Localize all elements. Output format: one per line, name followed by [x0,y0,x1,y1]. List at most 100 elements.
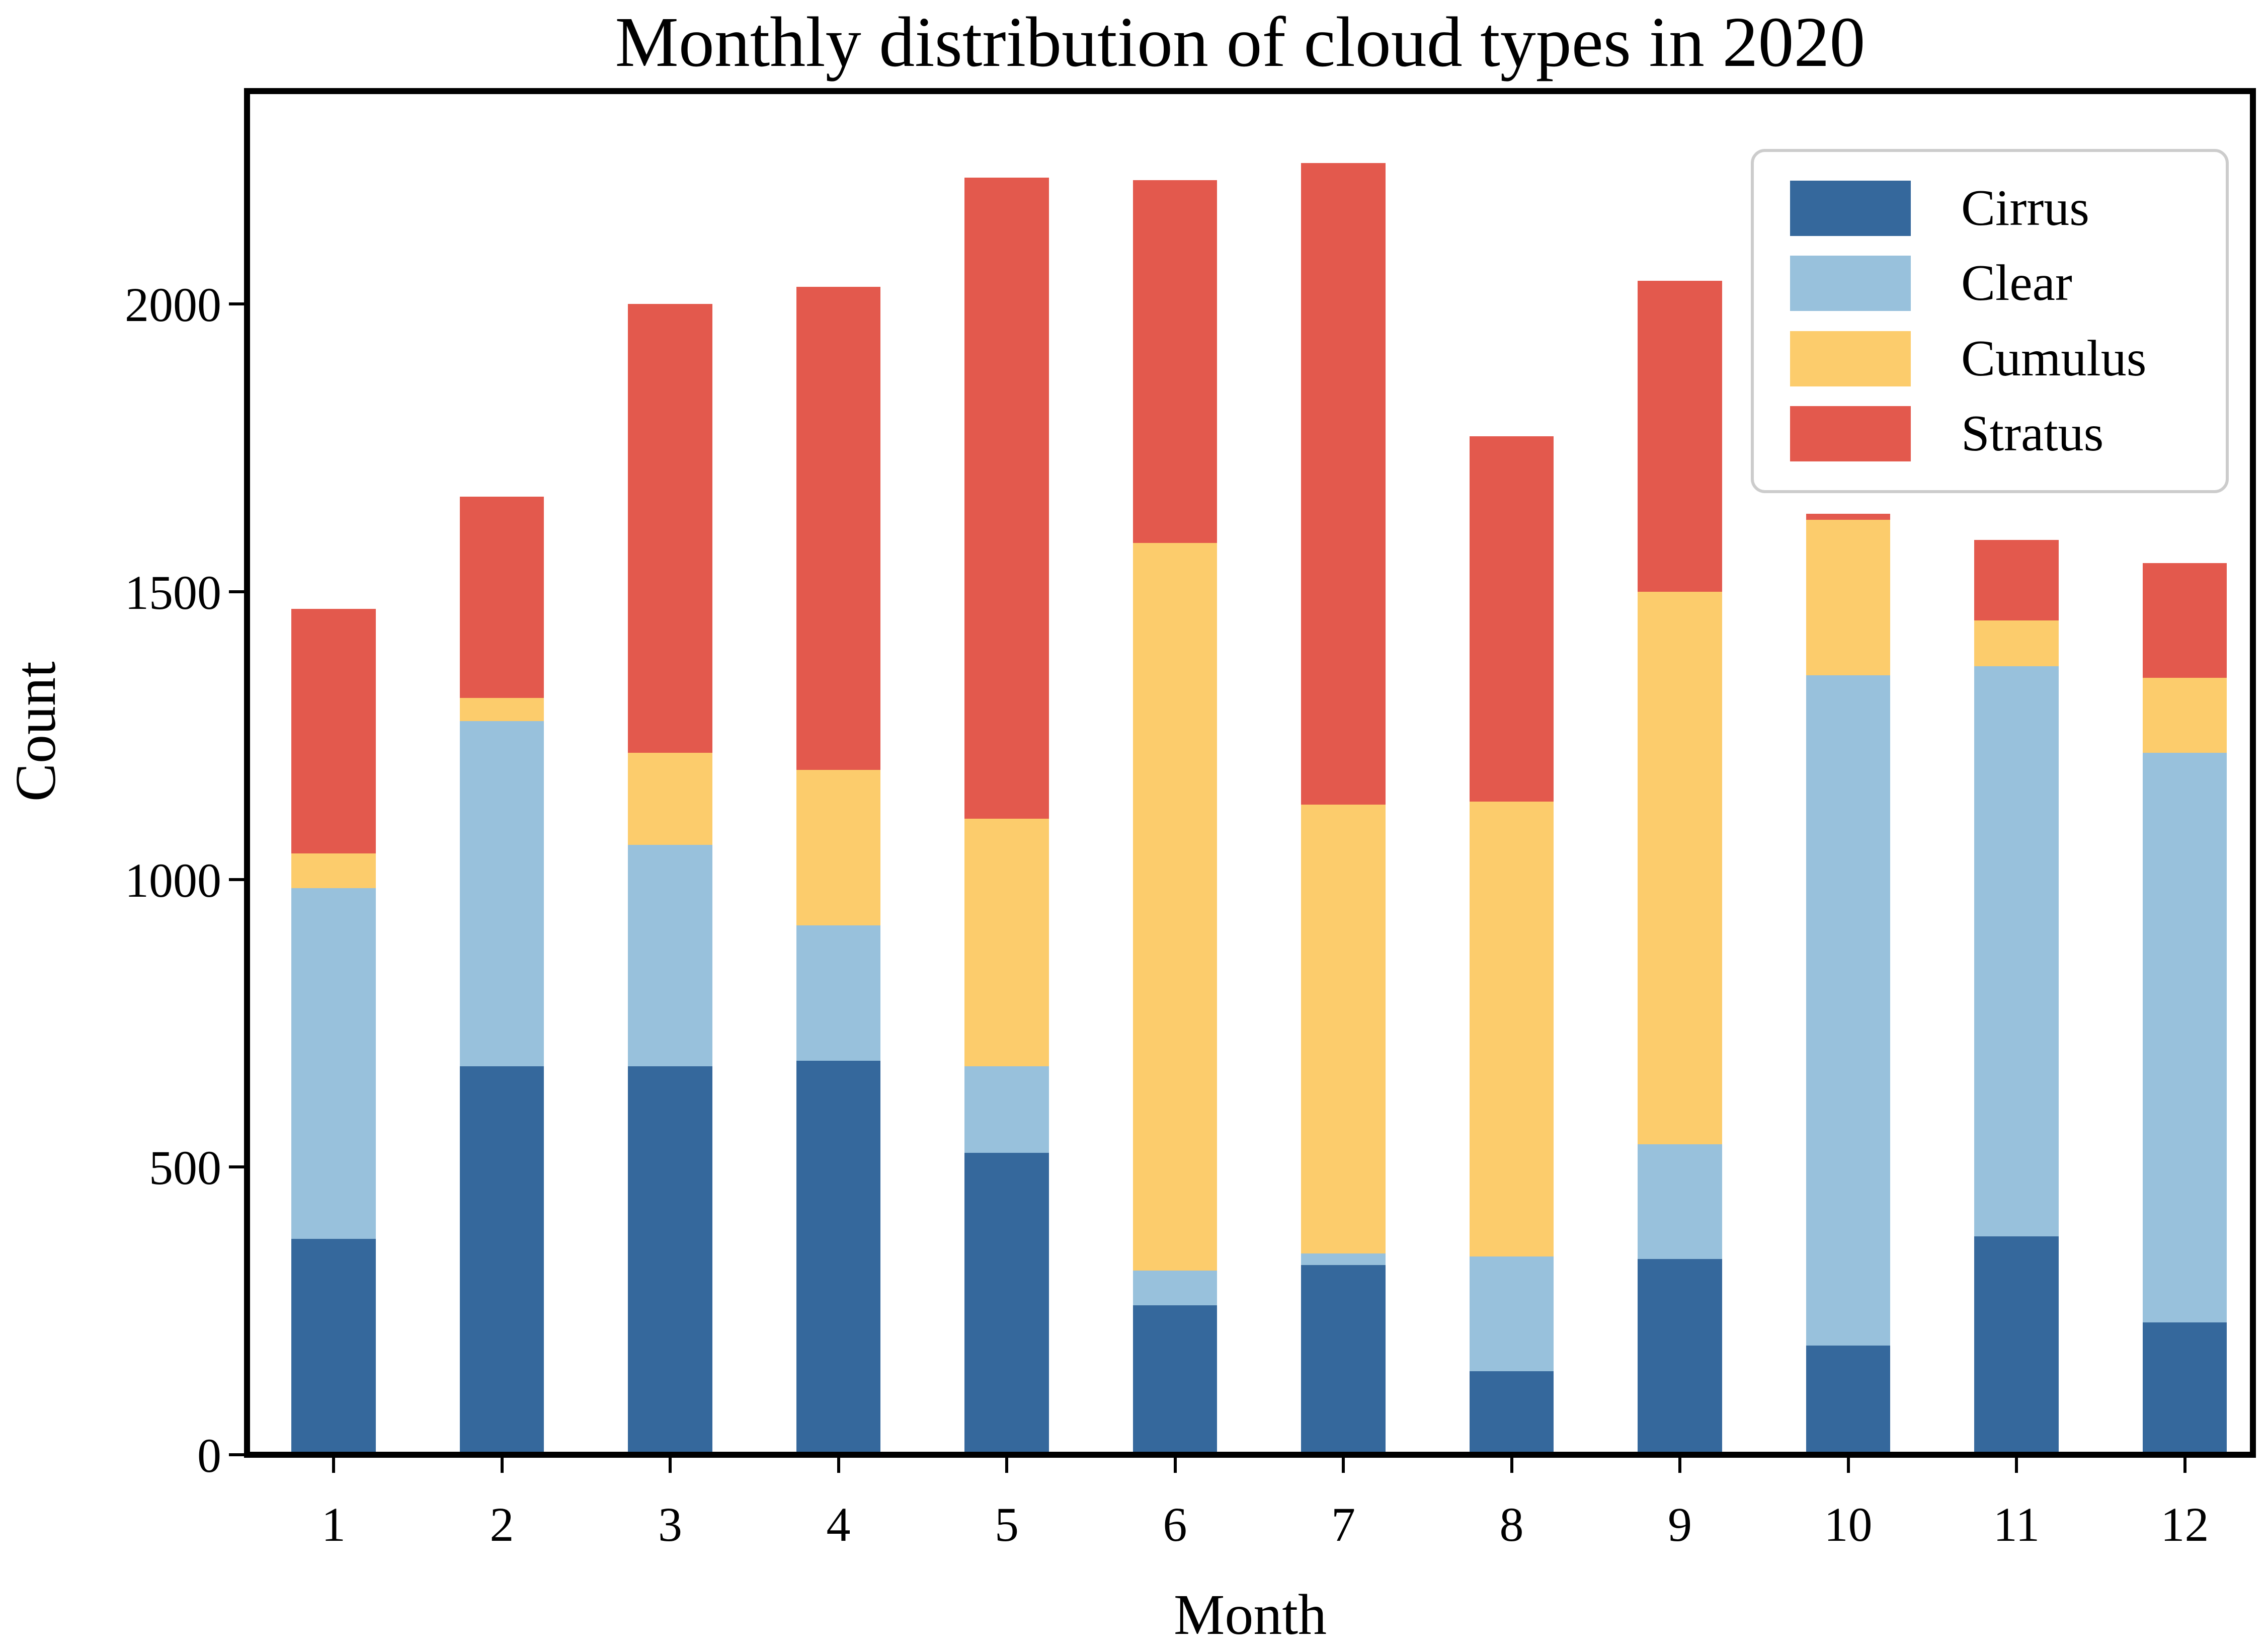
bar-segment-clear-month-7 [1301,1253,1386,1265]
x-tick-5 [1005,1458,1008,1473]
y-tick-label-2000: 2000 [125,278,221,332]
x-tick-4 [837,1458,840,1473]
bar-segment-stratus-month-5 [964,177,1049,819]
bar-segment-cirrus-month-1 [291,1239,376,1455]
x-tick-2 [500,1458,504,1473]
x-tick-6 [1173,1458,1177,1473]
bar-segment-cumulus-month-3 [628,753,712,845]
bar-segment-cirrus-month-8 [1469,1371,1554,1455]
x-tick-3 [669,1458,672,1473]
legend: Cirrus Clear Cumulus Stratus [1751,149,2229,493]
bar-month-7 [1301,91,1386,1455]
legend-entry-stratus: Stratus [1754,406,2226,461]
x-tick-label-9: 9 [1668,1498,1692,1551]
bar-segment-cirrus-month-4 [796,1060,881,1455]
x-tick-label-8: 8 [1499,1498,1524,1551]
x-tick-9 [1678,1458,1681,1473]
bar-segment-clear-month-10 [1806,675,1891,1346]
legend-swatch-cumulus [1790,331,1911,386]
bar-segment-cirrus-month-5 [964,1152,1049,1455]
bar-month-10 [1806,91,1891,1455]
bar-month-11 [1974,91,2059,1455]
bar-month-9 [1638,91,1722,1455]
bar-segment-clear-month-1 [291,888,376,1239]
bar-segment-clear-month-4 [796,925,881,1061]
bar-segment-stratus-month-11 [1974,539,2059,621]
x-tick-label-1: 1 [321,1498,346,1551]
bar-segment-clear-month-12 [2142,753,2227,1323]
legend-entry-clear: Clear [1754,256,2226,311]
bar-segment-stratus-month-4 [796,286,881,770]
bar-segment-clear-month-3 [628,844,712,1067]
bar-segment-cirrus-month-7 [1301,1265,1386,1455]
bar-segment-cumulus-month-10 [1806,519,1891,675]
bar-segment-cumulus-month-4 [796,770,881,926]
bar-segment-cirrus-month-10 [1806,1345,1891,1455]
bar-segment-stratus-month-9 [1638,281,1722,592]
y-tick-1000 [229,878,244,881]
legend-label-stratus: Stratus [1961,405,2104,462]
y-tick-500 [229,1165,244,1169]
bar-month-4 [796,91,881,1455]
bar-month-6 [1132,91,1218,1455]
legend-entry-cumulus: Cumulus [1754,331,2226,386]
x-tick-label-4: 4 [826,1498,851,1551]
x-axis-title: Month [1173,1583,1327,1646]
x-tick-label-10: 10 [1824,1498,1873,1551]
bar-segment-cumulus-month-2 [459,698,544,722]
x-tick-label-2: 2 [490,1498,514,1551]
bar-segment-clear-month-11 [1974,666,2059,1236]
legend-swatch-stratus [1790,406,1911,461]
bar-segment-clear-month-5 [964,1066,1049,1153]
bar-segment-stratus-month-12 [2142,563,2227,678]
bar-segment-clear-month-2 [459,721,544,1067]
bar-segment-clear-month-8 [1469,1256,1554,1372]
bar-segment-cumulus-month-11 [1974,620,2059,667]
bar-segment-stratus-month-8 [1469,436,1554,802]
bar-segment-cirrus-month-3 [628,1066,712,1455]
legend-swatch-clear [1790,256,1911,311]
y-tick-label-0: 0 [197,1429,221,1482]
y-tick-label-1500: 1500 [125,565,221,619]
bar-segment-cirrus-month-12 [2142,1322,2227,1455]
bar-segment-cirrus-month-6 [1132,1305,1218,1455]
x-tick-label-5: 5 [995,1498,1019,1551]
x-tick-1 [332,1458,335,1473]
bar-segment-clear-month-9 [1638,1144,1722,1260]
plot-area [247,91,2253,1455]
x-tick-8 [1510,1458,1513,1473]
bar-segment-stratus-month-3 [628,304,712,753]
bar-month-3 [628,91,712,1455]
bar-segment-cumulus-month-7 [1301,804,1386,1253]
bar-segment-stratus-month-2 [459,497,544,698]
bar-segment-stratus-month-6 [1132,180,1218,543]
bar-month-2 [459,91,544,1455]
x-tick-label-3: 3 [658,1498,682,1551]
bar-segment-cumulus-month-9 [1638,591,1722,1144]
x-tick-12 [2183,1458,2186,1473]
x-tick-label-7: 7 [1331,1498,1355,1551]
bar-month-8 [1469,91,1554,1455]
legend-swatch-cirrus [1790,181,1911,237]
legend-entry-cirrus: Cirrus [1754,181,2226,237]
bar-segment-cumulus-month-12 [2142,678,2227,753]
y-tick-0 [229,1453,244,1456]
legend-label-cumulus: Cumulus [1961,330,2147,387]
x-tick-label-12: 12 [2160,1498,2209,1551]
bar-segment-cirrus-month-9 [1638,1259,1722,1455]
y-tick-label-500: 500 [149,1141,221,1195]
bar-segment-clear-month-6 [1132,1271,1218,1305]
y-axis-title: Count [4,661,67,802]
chart-title: Monthly distribution of cloud types in 2… [615,2,1866,82]
y-tick-label-1000: 1000 [125,853,221,907]
x-tick-label-6: 6 [1163,1498,1187,1551]
bar-segment-stratus-month-10 [1806,514,1891,520]
y-tick-1500 [229,590,244,593]
x-tick-11 [2015,1458,2018,1473]
x-tick-7 [1342,1458,1345,1473]
bar-segment-cumulus-month-8 [1469,802,1554,1256]
bar-month-12 [2142,91,2227,1455]
bar-month-5 [964,91,1049,1455]
bar-month-1 [291,91,376,1455]
